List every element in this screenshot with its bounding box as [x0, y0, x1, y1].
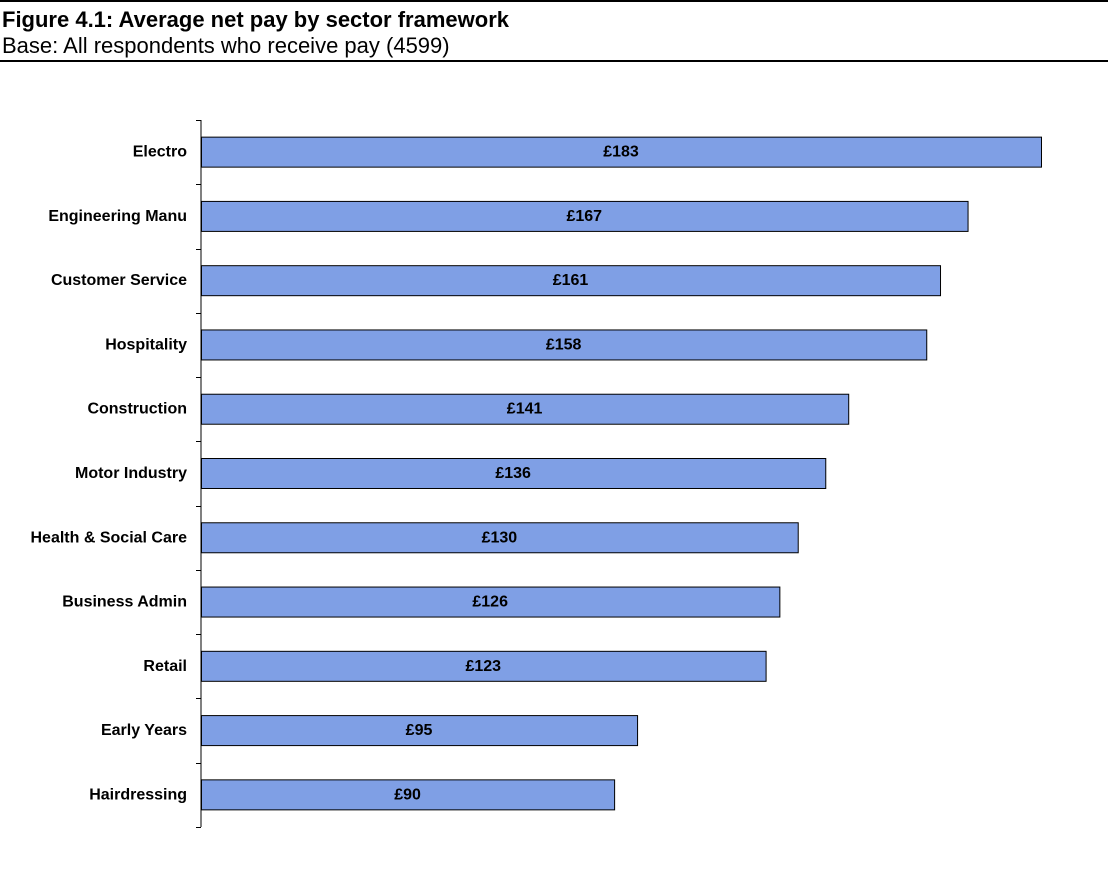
figure-title: Figure 4.1: Average net pay by sector fr… — [2, 7, 509, 32]
category-label: Electro — [133, 144, 187, 161]
data-label: £130 — [482, 529, 518, 546]
figure-subtitle: Base: All respondents who receive pay (4… — [2, 33, 450, 58]
data-label: £123 — [465, 658, 501, 675]
data-label: £183 — [603, 144, 639, 161]
data-label: £141 — [507, 401, 543, 418]
bar — [201, 715, 639, 747]
category-label: Customer Service — [51, 272, 187, 289]
bar — [201, 393, 850, 425]
category-label: Retail — [143, 658, 187, 675]
bar — [201, 265, 942, 297]
category-label: Construction — [87, 401, 187, 418]
category-label: Health & Social Care — [31, 529, 188, 546]
bar — [201, 329, 928, 361]
data-label: £167 — [566, 208, 602, 225]
bar — [201, 650, 767, 682]
data-label: £126 — [472, 594, 508, 611]
bar — [201, 779, 616, 811]
category-label: Business Admin — [62, 594, 187, 611]
category-label: Motor Industry — [75, 465, 187, 482]
bar — [201, 522, 799, 554]
figure-header: Figure 4.1: Average net pay by sector fr… — [0, 0, 1108, 62]
bar — [201, 200, 969, 232]
data-label: £90 — [394, 786, 421, 803]
category-label: Early Years — [101, 722, 187, 739]
category-label: Hospitality — [105, 336, 187, 353]
bar — [201, 458, 827, 489]
data-label: £95 — [406, 722, 433, 739]
bar — [201, 586, 781, 618]
data-label: £136 — [495, 465, 531, 482]
bar — [201, 136, 1042, 168]
data-label: £158 — [546, 336, 582, 353]
category-label: Hairdressing — [89, 786, 187, 803]
category-label: Engineering Manu — [48, 208, 187, 225]
data-label: £161 — [553, 272, 589, 289]
